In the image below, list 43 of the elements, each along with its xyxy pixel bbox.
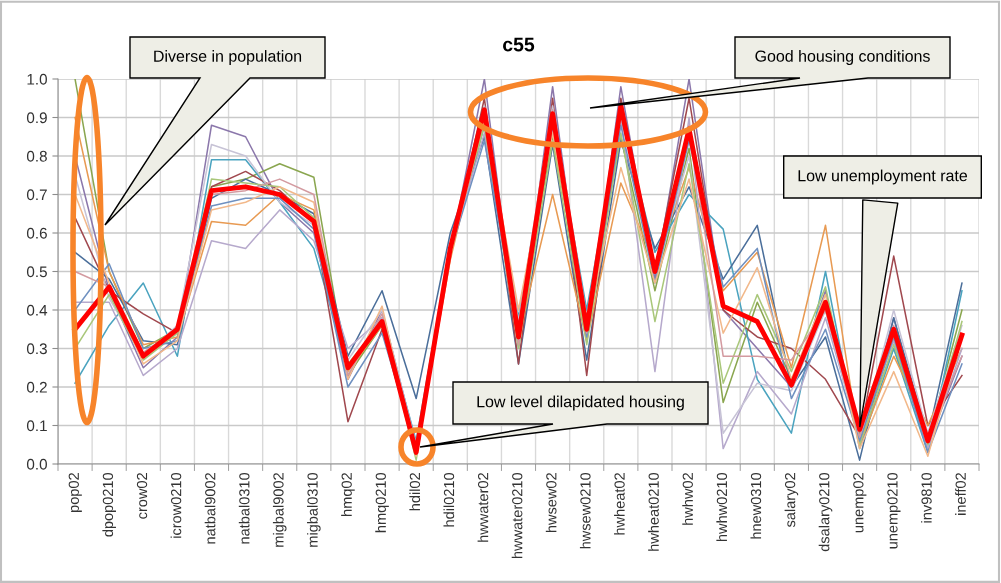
y-tick-label: 0.9 — [26, 112, 47, 124]
y-tick-label: 0.7 — [26, 189, 47, 201]
x-tick-label: inv9810 — [921, 472, 932, 523]
x-tick-label: hwsew02 — [545, 473, 557, 533]
x-tick-label: natbal9002 — [204, 473, 216, 544]
x-tick-label: hdil0210 — [443, 472, 455, 527]
x-tick-label: hdil02 — [409, 473, 421, 511]
annotation: Low unemployment rate — [798, 169, 968, 185]
chart-title: c55 — [503, 37, 535, 52]
y-tick-label: 0.6 — [26, 227, 47, 239]
x-tick-label: pop02 — [68, 473, 82, 512]
x-tick-label: hwhw0210 — [716, 472, 728, 542]
x-tick-label: hmq02 — [341, 473, 355, 516]
y-tick-label: 0.5 — [26, 266, 47, 278]
x-tick-label: crow02 — [136, 473, 148, 519]
x-tick-label: dpop0210 — [102, 472, 116, 537]
x-tick-label: hnew0310 — [750, 472, 762, 539]
y-tick-label: 0.0 — [26, 458, 47, 470]
y-tick-label: 0.3 — [26, 343, 47, 355]
y-tick-label: 0.4 — [26, 304, 48, 316]
x-tick-label: natbal0310 — [238, 472, 250, 544]
text: Diverse in population — [154, 50, 302, 65]
y-tick-label: 0.1 — [26, 420, 47, 432]
x-tick-label: migbal9002 — [272, 473, 287, 547]
x-tick-label: salary02 — [784, 473, 799, 528]
y-tick-label: 1.0 — [27, 73, 47, 85]
x-tick-label: hwsew0210 — [579, 472, 591, 549]
x-tick-label: hwwater02 — [477, 473, 489, 542]
x-tick-label: unemp0210 — [887, 472, 901, 549]
x-tick-label: hwwater0210 — [511, 472, 523, 559]
x-tick-label: hwheat0210 — [648, 472, 659, 551]
x-tick-label: hmq0210 — [375, 472, 389, 533]
x-tick-label: hwheat02 — [614, 473, 625, 535]
text: Good housing conditions — [755, 50, 930, 65]
x-tick-label: unemp02 — [853, 473, 867, 533]
annotation: Low level dilapidated housing — [477, 395, 684, 411]
x-tick-label: ineff02 — [955, 473, 966, 515]
x-tick-label: migbal0310 — [307, 472, 321, 547]
x-tick-label: hwhw02 — [682, 473, 693, 525]
y-tick-label: 0.2 — [26, 381, 47, 393]
y-tick-label: 0.8 — [26, 150, 47, 162]
x-tick-label: icrow0210 — [170, 472, 182, 538]
x-tick-label: dsalary0210 — [818, 472, 833, 552]
